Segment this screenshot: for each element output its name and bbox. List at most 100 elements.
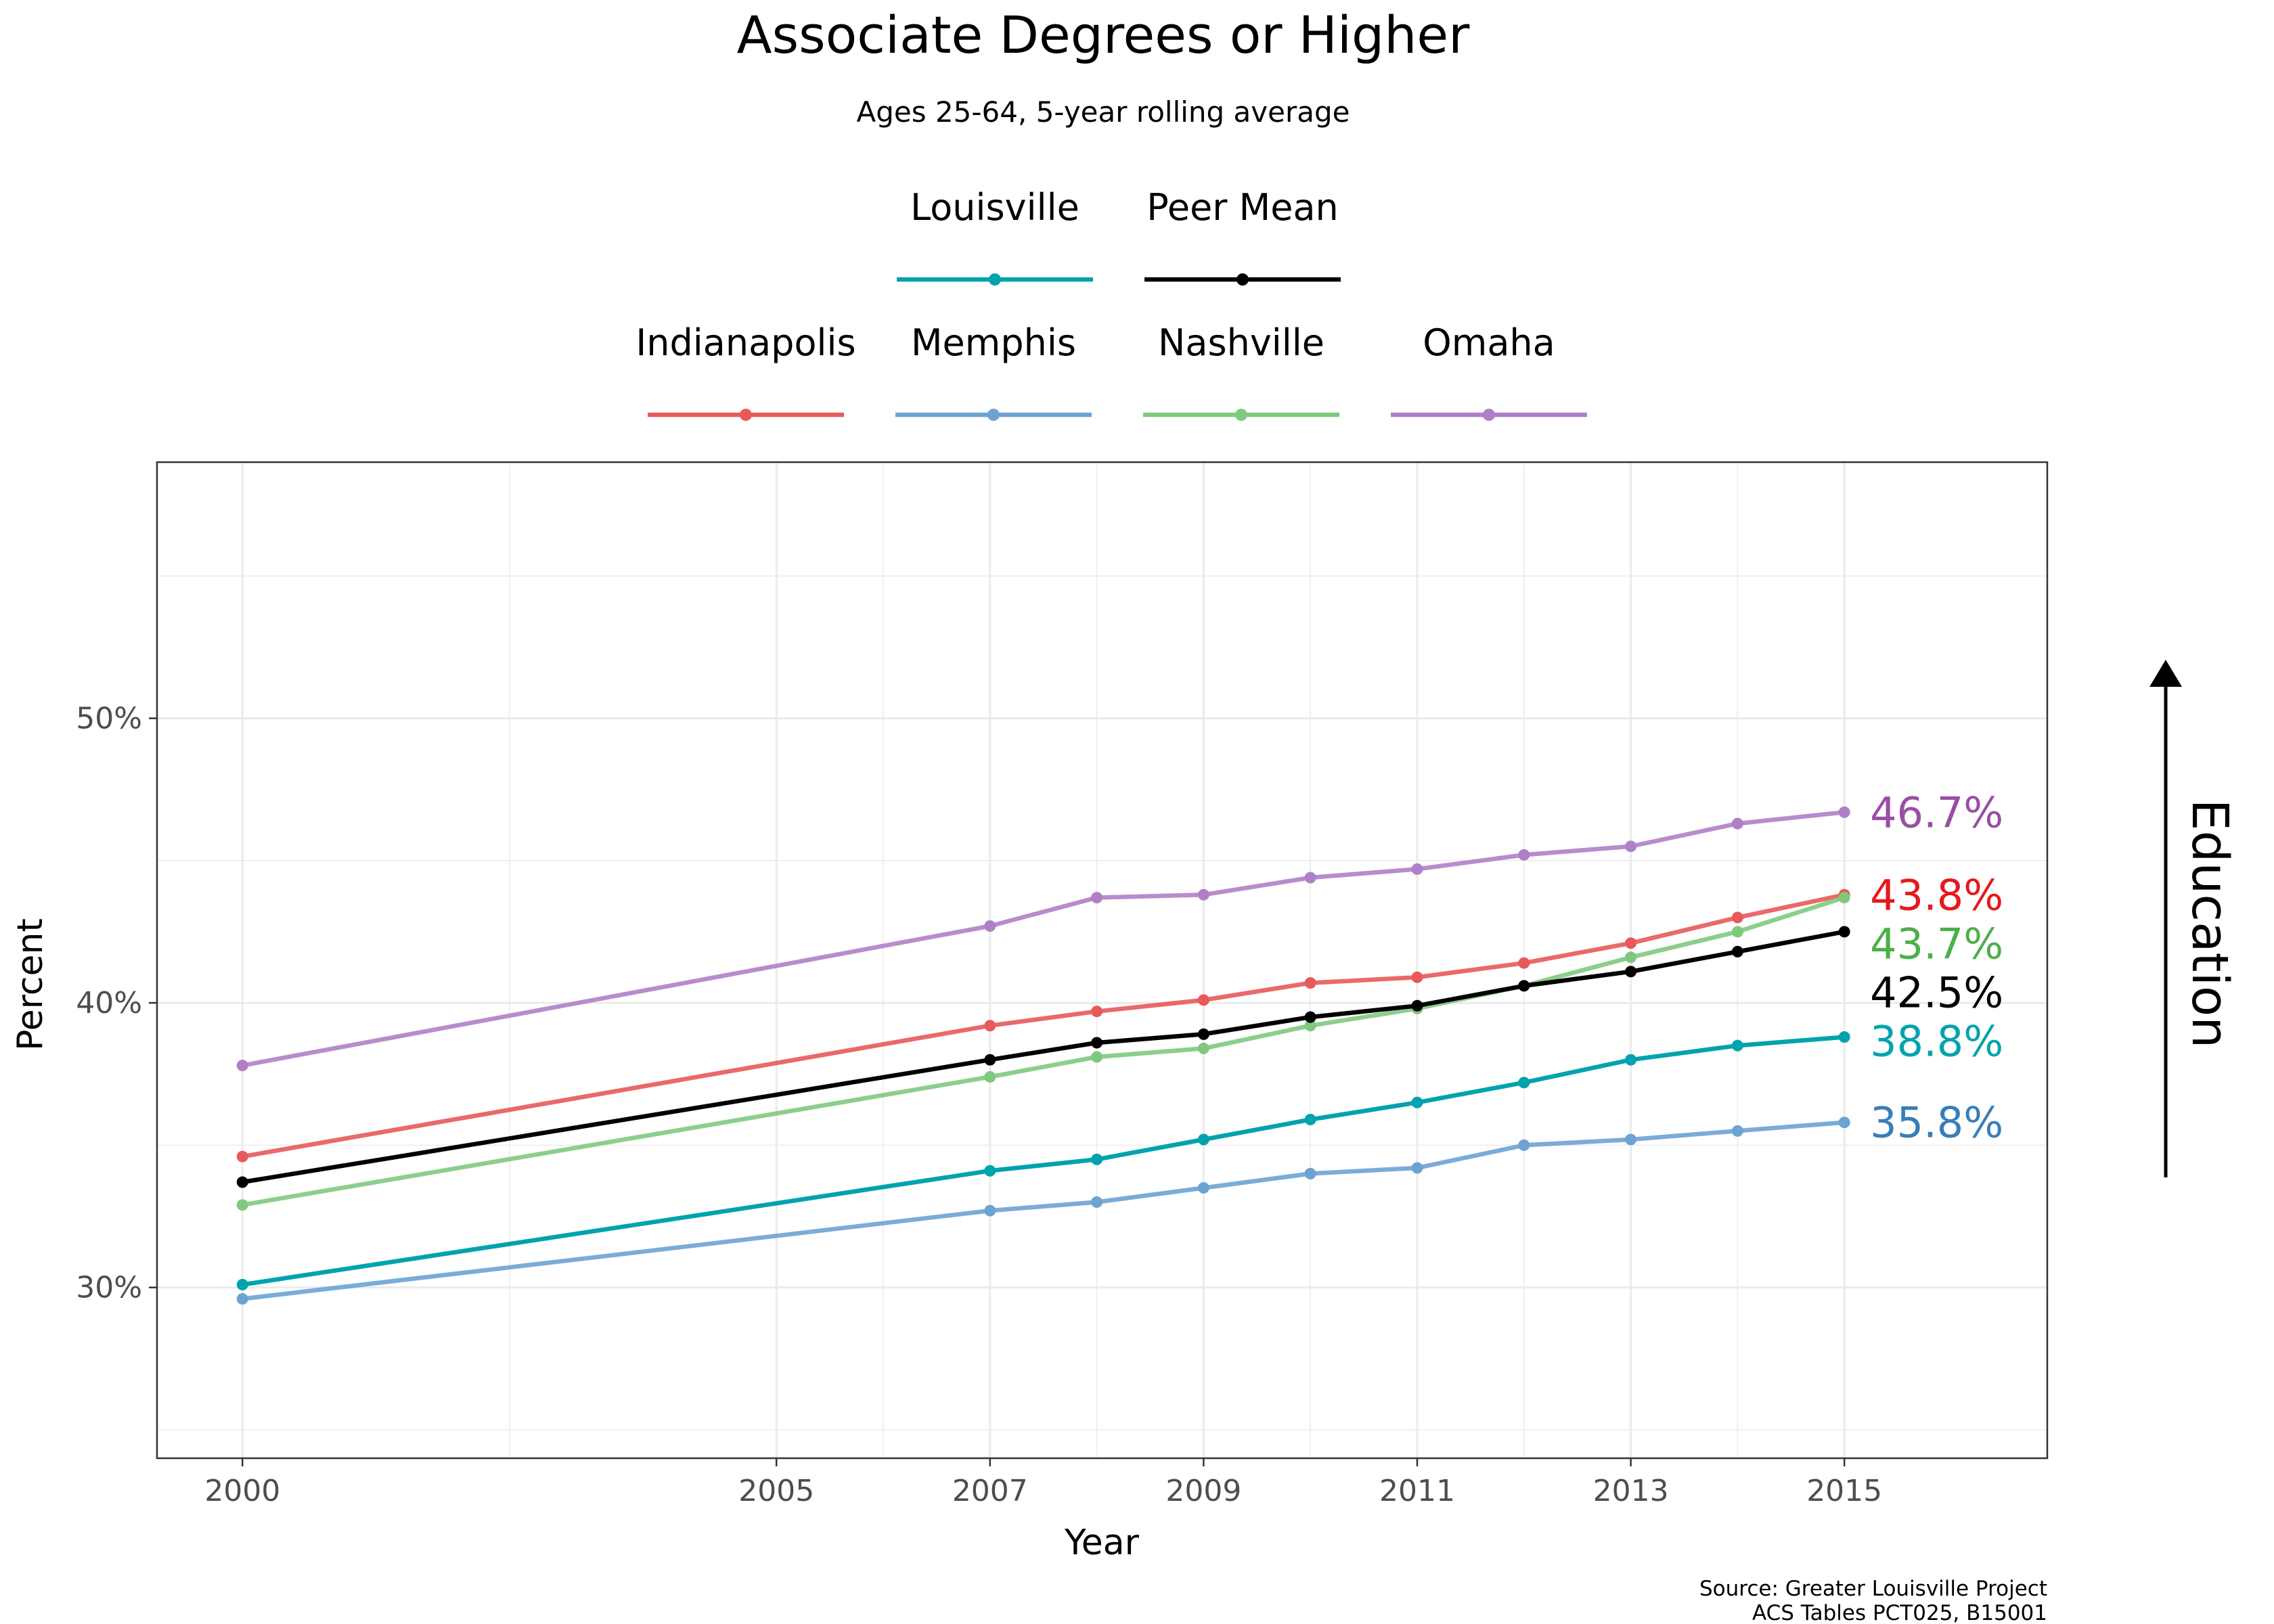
data-point-memphis — [1518, 1139, 1530, 1151]
data-point-omaha — [1731, 817, 1743, 830]
data-point-nashville — [1197, 1042, 1209, 1054]
legend: Louisville Peer Mean Indianapolis Memphis Na… — [636, 186, 1587, 421]
legend-label-omaha: Omaha — [1423, 321, 1555, 364]
end-label-memphis: 35.8% — [1870, 1098, 2003, 1148]
data-point-indianapolis — [236, 1150, 248, 1163]
data-point-peer-mean — [1197, 1028, 1209, 1040]
education-arrow-head-icon — [2149, 660, 2182, 687]
data-point-louisville — [1518, 1077, 1530, 1089]
x-tick-label: 2009 — [1165, 1474, 1241, 1508]
data-point-memphis — [1411, 1162, 1423, 1174]
end-label-peer-mean: 42.5% — [1870, 968, 2003, 1017]
legend-label-louisville: Louisville — [910, 186, 1079, 229]
data-point-nashville — [236, 1199, 248, 1211]
education-label: Education — [2181, 799, 2239, 1048]
x-tick-label: 2013 — [1593, 1474, 1669, 1508]
legend-key-point-indianapolis — [740, 409, 752, 421]
data-point-peer-mean — [984, 1054, 996, 1066]
end-label-indianapolis: 43.8% — [1870, 870, 2003, 920]
data-point-nashville — [1731, 926, 1743, 938]
data-point-memphis — [1091, 1196, 1103, 1208]
chart-subtitle: Ages 25-64, 5-year rolling average — [856, 95, 1350, 129]
data-point-indianapolis — [1518, 957, 1530, 969]
data-point-peer-mean — [1411, 999, 1423, 1012]
data-point-peer-mean — [1625, 966, 1637, 978]
data-point-indianapolis — [1625, 937, 1637, 949]
data-point-nashville — [1091, 1051, 1103, 1063]
legend-label-memphis: Memphis — [911, 321, 1076, 364]
y-tick-label: 50% — [76, 702, 142, 736]
series-line-peer-mean — [240, 929, 1847, 1185]
x-tick-label: 2007 — [952, 1474, 1028, 1508]
legend-key-point-louisville — [989, 273, 1001, 286]
data-point-louisville — [984, 1165, 996, 1177]
data-point-peer-mean — [236, 1176, 248, 1188]
data-point-indianapolis — [1304, 977, 1316, 989]
data-point-indianapolis — [1411, 971, 1423, 983]
series-lines — [236, 806, 1850, 1305]
data-point-louisville — [1731, 1039, 1743, 1052]
data-point-memphis — [1731, 1125, 1743, 1137]
data-point-louisville — [1197, 1133, 1209, 1146]
source-line-1: Source: Greater Louisville Project — [1699, 1577, 2047, 1601]
legend-label-peer-mean: Peer Mean — [1146, 186, 1339, 229]
data-point-louisville — [1411, 1096, 1423, 1108]
data-point-louisville — [1838, 1031, 1850, 1043]
data-point-louisville — [1625, 1054, 1637, 1066]
series-line-nashville — [240, 895, 1847, 1207]
data-point-omaha — [1304, 872, 1316, 884]
legend-key-point-nashville — [1235, 409, 1247, 421]
data-point-omaha — [1838, 806, 1850, 818]
data-point-louisville — [1091, 1153, 1103, 1165]
data-point-memphis — [984, 1204, 996, 1217]
source-line-2: ACS Tables PCT025, B15001 — [1752, 1601, 2047, 1624]
series-line-memphis — [240, 1120, 1847, 1301]
data-point-peer-mean — [1838, 926, 1850, 938]
series-line-indianapolis — [240, 893, 1847, 1159]
data-point-indianapolis — [1731, 911, 1743, 924]
end-labels: 46.7% 43.8%43.7%42.5%38.8% 35.8% — [1870, 788, 2003, 1147]
legend-key-point-memphis — [987, 409, 1000, 421]
end-label-omaha: 46.7% — [1870, 788, 2003, 837]
legend-label-nashville: Nashville — [1158, 321, 1324, 364]
data-point-omaha — [984, 920, 996, 932]
data-point-memphis — [1838, 1116, 1850, 1129]
data-point-louisville — [236, 1278, 248, 1290]
data-point-omaha — [1411, 863, 1423, 875]
chart-title: Associate Degrees or Higher — [737, 5, 1471, 65]
data-point-nashville — [1625, 951, 1637, 964]
data-point-indianapolis — [1091, 1006, 1103, 1018]
x-axis-ticks: 2000 2005 2007 2009 2011 2013 2015 — [204, 1458, 1882, 1508]
data-point-omaha — [1625, 840, 1637, 853]
data-point-louisville — [1304, 1114, 1316, 1126]
legend-key-point-omaha — [1483, 409, 1495, 421]
end-label-nashville: 43.7% — [1870, 919, 2003, 968]
data-point-memphis — [1304, 1167, 1316, 1179]
legend-label-indianapolis: Indianapolis — [636, 321, 855, 364]
y-axis-title: Percent — [10, 918, 51, 1051]
data-point-peer-mean — [1304, 1011, 1316, 1023]
data-point-peer-mean — [1518, 980, 1530, 992]
data-point-omaha — [1091, 891, 1103, 903]
end-label-louisville: 38.8% — [1870, 1016, 2003, 1066]
y-axis-ticks: 30% 40% 50% — [76, 702, 157, 1305]
data-point-nashville — [1838, 891, 1850, 903]
data-point-indianapolis — [984, 1020, 996, 1032]
x-axis-title: Year — [1064, 1522, 1140, 1563]
data-point-memphis — [236, 1292, 248, 1305]
data-point-nashville — [984, 1070, 996, 1083]
data-point-nashville — [1304, 1020, 1316, 1032]
data-point-memphis — [1197, 1181, 1209, 1194]
plot-panel-border — [156, 461, 2049, 1460]
data-point-memphis — [1625, 1133, 1637, 1146]
x-tick-label: 2005 — [738, 1474, 814, 1508]
series-line-louisville — [240, 1035, 1847, 1287]
data-point-peer-mean — [1731, 945, 1743, 957]
legend-key-point-peer-mean — [1236, 273, 1249, 286]
series-line-omaha — [240, 810, 1847, 1068]
data-point-omaha — [1518, 849, 1530, 861]
x-tick-label: 2015 — [1806, 1474, 1882, 1508]
y-tick-label: 30% — [76, 1271, 142, 1305]
